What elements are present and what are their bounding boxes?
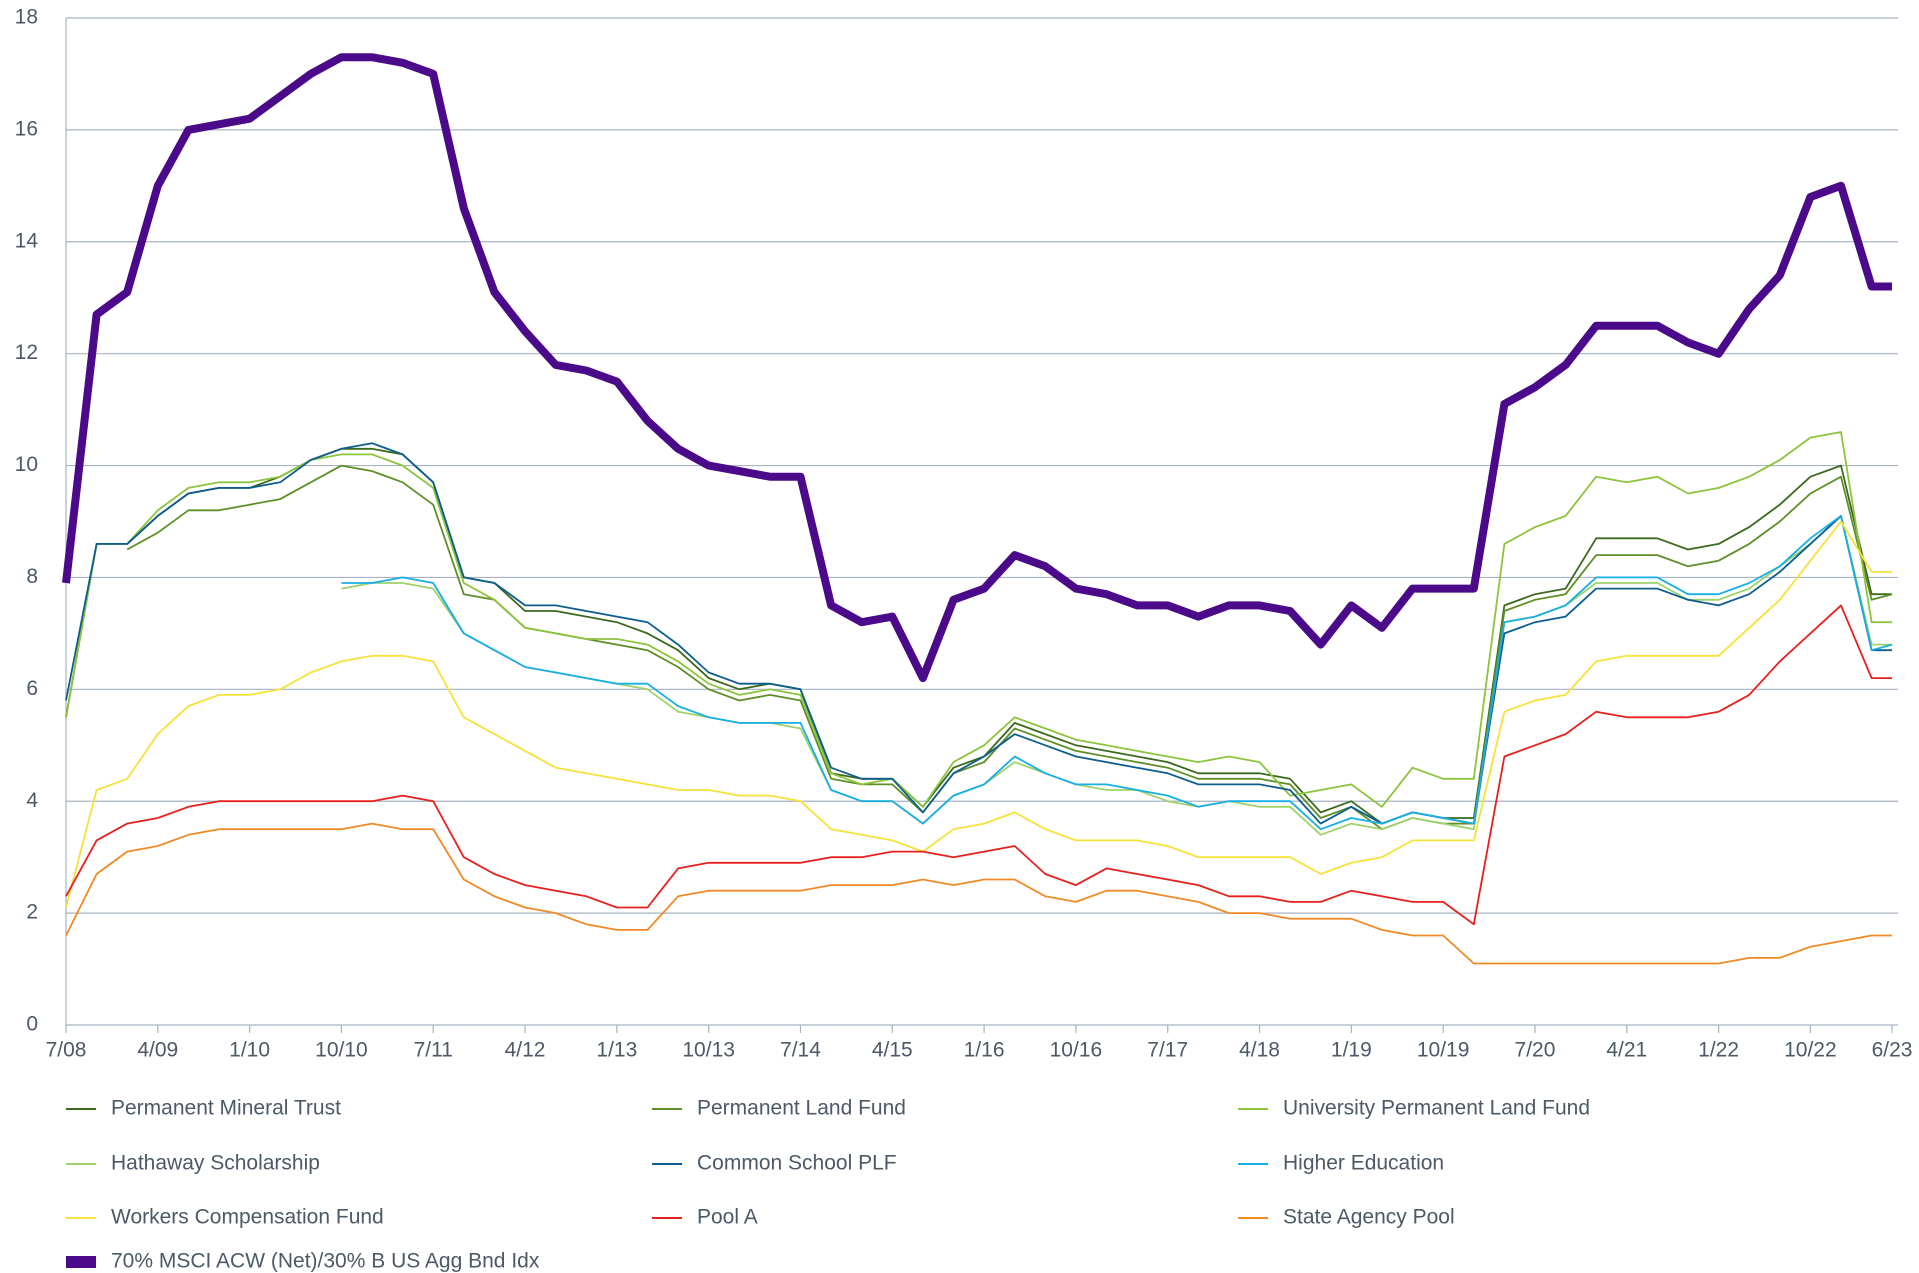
legend-label: Pool A bbox=[697, 1206, 758, 1229]
y-tick-label: 10 bbox=[15, 453, 38, 476]
y-tick-label: 2 bbox=[26, 901, 38, 924]
legend-label: Higher Education bbox=[1283, 1152, 1444, 1175]
x-tick-label: 4/12 bbox=[505, 1039, 546, 1062]
x-tick-label: 10/19 bbox=[1417, 1039, 1470, 1062]
y-tick-label: 16 bbox=[15, 117, 38, 140]
legend-label: 70% MSCI ACW (Net)/30% B US Agg Bnd Idx bbox=[111, 1250, 540, 1273]
legend-label: Hathaway Scholarship bbox=[111, 1152, 320, 1175]
x-tick-label: 7/20 bbox=[1515, 1039, 1556, 1062]
x-tick-label: 7/11 bbox=[414, 1039, 453, 1062]
x-tick-label: 6/23 bbox=[1872, 1039, 1913, 1062]
x-tick-label: 4/18 bbox=[1239, 1039, 1280, 1062]
x-tick-label: 10/16 bbox=[1050, 1039, 1103, 1062]
series-line bbox=[65, 822, 1892, 965]
legend-label: Permanent Mineral Trust bbox=[111, 1097, 341, 1120]
x-tick-label: 7/08 bbox=[46, 1039, 87, 1062]
x-tick-label: 1/19 bbox=[1331, 1039, 1372, 1062]
legend-label: University Permanent Land Fund bbox=[1283, 1097, 1590, 1120]
series-line bbox=[126, 464, 1893, 831]
x-tick-label: 1/10 bbox=[229, 1039, 270, 1062]
x-tick-label: 10/13 bbox=[682, 1039, 735, 1062]
y-tick-label: 8 bbox=[26, 565, 38, 588]
x-tick-label: 4/15 bbox=[872, 1039, 913, 1062]
legend-label: Workers Compensation Fund bbox=[111, 1206, 384, 1229]
series-line bbox=[341, 515, 1893, 831]
x-tick-label: 7/17 bbox=[1147, 1039, 1188, 1062]
y-tick-label: 0 bbox=[26, 1013, 38, 1036]
x-tick-label: 10/22 bbox=[1784, 1039, 1837, 1062]
legend-swatch bbox=[66, 1256, 96, 1268]
y-tick-label: 12 bbox=[15, 341, 38, 364]
legend-label: Permanent Land Fund bbox=[697, 1097, 906, 1120]
y-tick-label: 14 bbox=[15, 229, 39, 252]
y-tick-label: 4 bbox=[26, 789, 38, 812]
series-line bbox=[65, 442, 1892, 825]
x-tick-label: 1/16 bbox=[964, 1039, 1005, 1062]
series-line bbox=[65, 604, 1892, 926]
series-line bbox=[65, 520, 1892, 908]
x-tick-label: 10/10 bbox=[315, 1039, 368, 1062]
y-tick-label: 6 bbox=[26, 677, 38, 700]
x-tick-label: 7/14 bbox=[780, 1039, 821, 1062]
legend-label: State Agency Pool bbox=[1283, 1206, 1455, 1229]
x-tick-label: 1/13 bbox=[596, 1039, 637, 1062]
x-tick-label: 1/22 bbox=[1698, 1039, 1739, 1062]
series-line bbox=[65, 447, 1892, 825]
series-line bbox=[65, 431, 1892, 808]
x-tick-label: 4/09 bbox=[137, 1039, 178, 1062]
legend-label: Common School PLF bbox=[697, 1152, 897, 1175]
series-line bbox=[62, 53, 1892, 683]
y-tick-label: 18 bbox=[15, 6, 38, 29]
x-tick-label: 4/21 bbox=[1606, 1039, 1647, 1062]
